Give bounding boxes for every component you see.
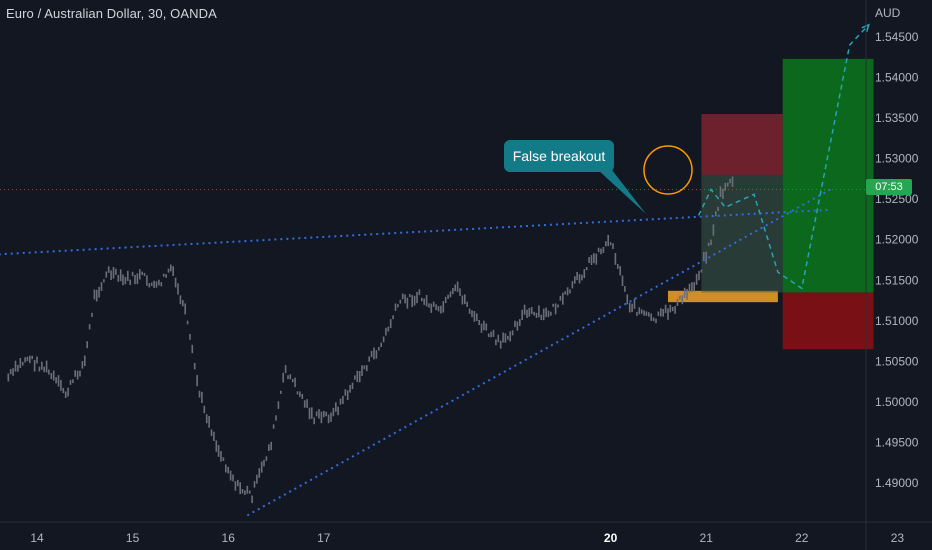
x-tick-label: 15: [126, 531, 140, 545]
y-tick-label: 1.54000: [875, 71, 919, 85]
projection-arrowhead: [861, 23, 870, 33]
y-tick-label: 1.49000: [875, 476, 919, 490]
y-tick-label: 1.51500: [875, 273, 919, 287]
y-tick-label: 1.53500: [875, 111, 919, 125]
y-tick-label: 1.50000: [875, 395, 919, 409]
support-zone: [667, 290, 778, 303]
x-tick-label: 17: [317, 531, 331, 545]
y-tick-label: 1.50500: [875, 354, 919, 368]
x-tick-label: 20: [604, 531, 618, 545]
x-tick-label: 21: [700, 531, 714, 545]
axis-unit: AUD: [875, 6, 901, 20]
x-tick-label: 14: [30, 531, 44, 545]
x-tick-label: 22: [795, 531, 809, 545]
x-tick-label: 23: [891, 531, 905, 545]
long-risk-zone: [782, 292, 874, 350]
upper-trendline-line: [0, 208, 831, 256]
y-tick-label: 1.49500: [875, 435, 919, 449]
y-tick-label: 1.53000: [875, 152, 919, 166]
bar-countdown-badge: 07:53: [866, 179, 912, 195]
y-tick-label: 1.54500: [875, 30, 919, 44]
y-tick-label: 1.52500: [875, 192, 919, 206]
y-tick-label: 1.51000: [875, 314, 919, 328]
breakout-circle: [643, 145, 693, 195]
chart-title: Euro / Australian Dollar, 30, OANDA: [6, 6, 217, 21]
long-target-zone: [782, 58, 874, 293]
x-tick-label: 16: [222, 531, 236, 545]
short-risk-zone: [701, 114, 783, 175]
y-tick-label: 1.52000: [875, 233, 919, 247]
short-target-zone: [701, 174, 783, 293]
false-breakout-callout[interactable]: False breakout: [504, 140, 614, 172]
callout-pointer: [598, 170, 646, 214]
projection-path: [697, 24, 870, 290]
